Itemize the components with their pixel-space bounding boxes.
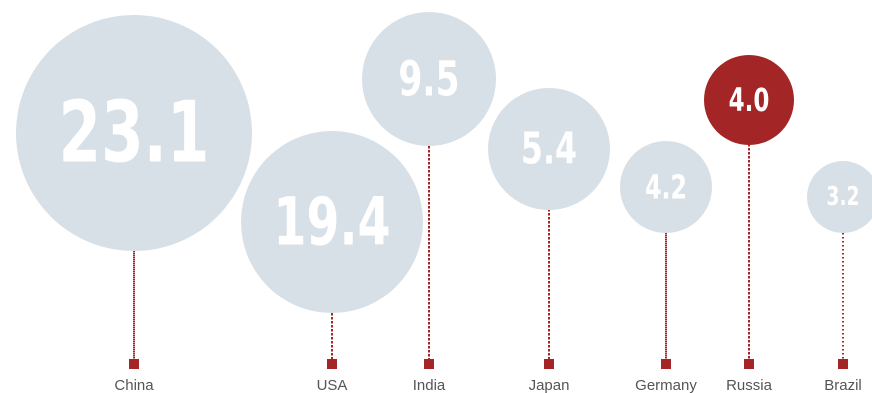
bubble-brazil [807, 161, 872, 233]
category-label-usa: USA [317, 377, 348, 393]
bubble-usa [241, 131, 423, 313]
value-label-usa: 19.4 [273, 184, 390, 261]
marker-china [129, 359, 139, 369]
value-label-india: 9.5 [398, 51, 459, 107]
marker-brazil [838, 359, 848, 369]
marker-india [424, 359, 434, 369]
marker-germany [661, 359, 671, 369]
value-label-brazil: 3.2 [826, 182, 859, 212]
category-label-india: India [413, 377, 446, 393]
value-label-germany: 4.2 [645, 167, 687, 206]
value-label-china: 23.1 [59, 84, 210, 183]
category-label-brazil: Brazil [824, 377, 862, 393]
bubble-japan [488, 88, 610, 210]
bubble-china [16, 15, 252, 251]
marker-russia [744, 359, 754, 369]
bubble-india [362, 12, 496, 146]
category-label-china: China [114, 377, 154, 393]
category-label-germany: Germany [635, 377, 697, 393]
bubble-russia [704, 55, 794, 145]
category-label-russia: Russia [726, 377, 773, 393]
marker-japan [544, 359, 554, 369]
category-label-japan: Japan [529, 377, 570, 393]
value-label-russia: 4.0 [729, 81, 770, 119]
value-label-japan: 5.4 [521, 123, 577, 175]
bubble-germany [620, 141, 712, 233]
marker-usa [327, 359, 337, 369]
